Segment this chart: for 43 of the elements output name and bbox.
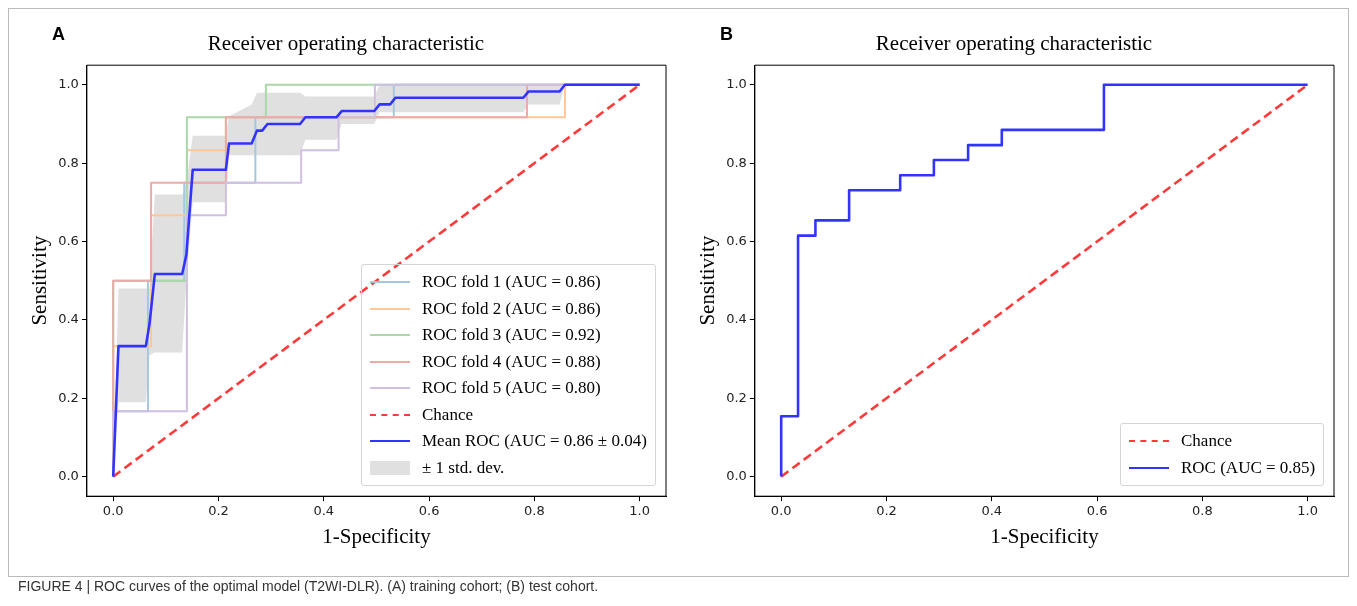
- chart-title: Receiver operating characteristic: [875, 31, 1153, 56]
- chart-title: Receiver operating characteristic: [207, 31, 485, 56]
- legend-label: Chance: [422, 404, 473, 425]
- y-tick-label: 0.8: [58, 154, 79, 170]
- y-tick-label: 0.2: [726, 389, 747, 405]
- y-tick-label: 0.6: [726, 232, 747, 248]
- y-axis-title: Sensitivity: [27, 235, 52, 326]
- annotation: ± 1 std. dev.: [422, 457, 505, 478]
- text: B: [720, 24, 733, 45]
- y-tick-label: 1.0: [58, 76, 79, 92]
- legend-label: Chance: [1181, 431, 1232, 452]
- y-tick-label: 0.0: [58, 467, 79, 483]
- legend-label: ROC (AUC = 0.85): [1181, 457, 1316, 478]
- x-axis-title: 1-Specificity: [322, 523, 432, 548]
- y-tick-label: 1.0: [726, 76, 747, 92]
- x-tick-label: 0.6: [418, 503, 440, 519]
- x-tick-label: 0.2: [876, 503, 897, 519]
- y-tick-label: 0.8: [726, 154, 747, 170]
- y-tick-label: 0.6: [58, 232, 79, 248]
- legend-label: ROC fold 3 (AUC = 0.92): [422, 325, 601, 346]
- y-tick-label: 0.0: [726, 467, 747, 483]
- x-tick-label: 0.0: [102, 503, 124, 519]
- x-axis-title: 1-Specificity: [990, 523, 1100, 548]
- x-tick-label: 0.8: [524, 503, 545, 519]
- x-tick-label: 0.6: [1086, 503, 1108, 519]
- legend-label: ROC fold 5 (AUC = 0.80): [422, 378, 601, 399]
- x-tick-label: 1.0: [629, 503, 651, 519]
- legend-label: Mean ROC (AUC = 0.86 ± 0.04): [422, 431, 647, 452]
- legend-label: ROC fold 2 (AUC = 0.86): [422, 298, 601, 319]
- caption: FIGURE 4 | ROC curves of the optimal model (T2WI-DLR). (A) training cohort; (B) test cohort.: [18, 578, 599, 594]
- y-axis-title: Sensitivity: [695, 235, 720, 326]
- x-tick-label: 0.4: [313, 503, 335, 519]
- x-tick-label: 1.0: [1297, 503, 1319, 519]
- y-tick-label: 0.4: [58, 311, 79, 327]
- y-tick-label: 0.2: [58, 389, 79, 405]
- text: A: [52, 24, 65, 45]
- x-tick-label: 0.8: [1192, 503, 1213, 519]
- legend-label: ROC fold 1 (AUC = 0.86): [422, 272, 601, 293]
- legend-label: ROC fold 4 (AUC = 0.88): [422, 351, 601, 372]
- x-tick-label: 0.0: [770, 503, 792, 519]
- y-tick-label: 0.4: [726, 311, 747, 327]
- x-tick-label: 0.4: [981, 503, 1003, 519]
- x-tick-label: 0.2: [208, 503, 229, 519]
